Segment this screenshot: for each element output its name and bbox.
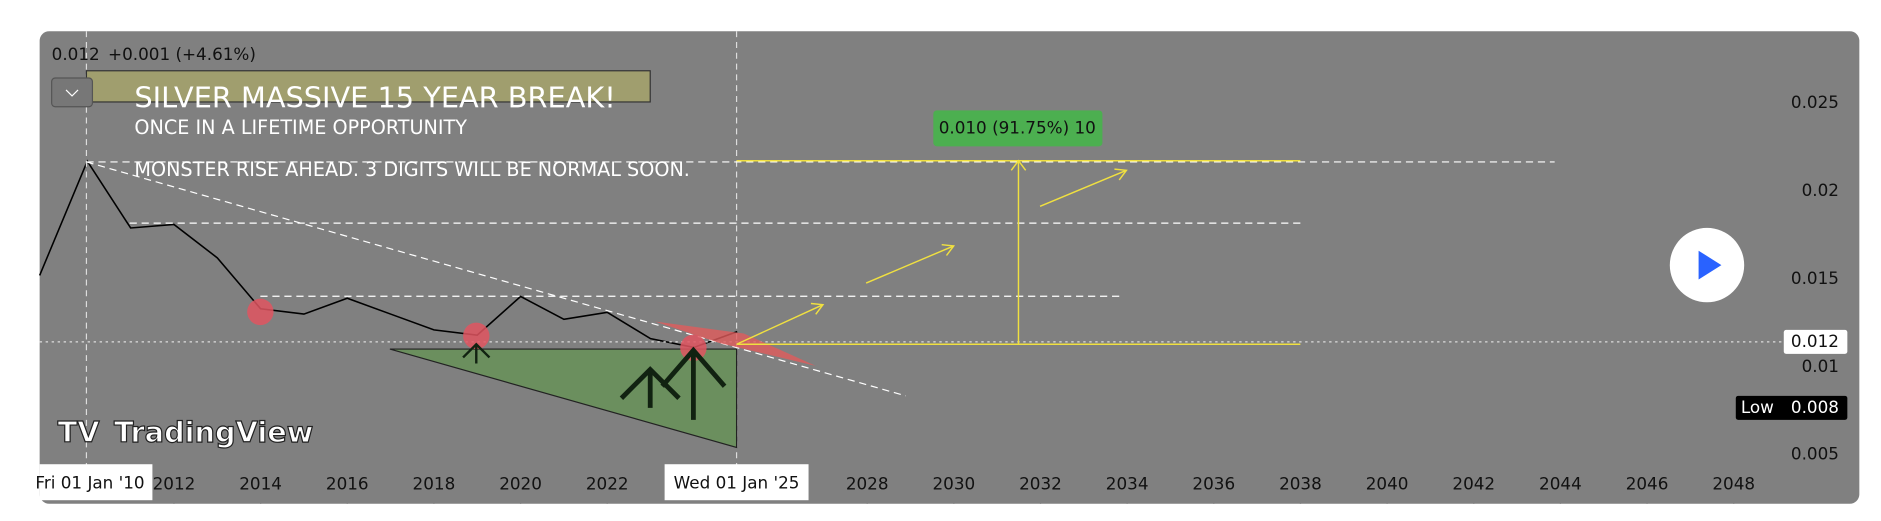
x-tick-label: 2028 [846, 474, 889, 494]
measure-box [933, 110, 1103, 147]
trend-line [86, 161, 906, 397]
chart-background [39, 31, 1860, 504]
x-tick-label: 2042 [1452, 474, 1495, 494]
price-label: 0.012 [1791, 331, 1839, 351]
price-line-series [38, 159, 738, 349]
x-tick-label: 2038 [1279, 474, 1322, 494]
collapse-button[interactable] [51, 77, 94, 108]
x-tick-label: 2032 [1019, 474, 1062, 494]
x-tick-label: 2034 [1106, 474, 1149, 494]
x-tick-label: 2040 [1366, 474, 1409, 494]
logo-mark: TV [58, 415, 101, 449]
up-arrows [462, 342, 727, 420]
title: SILVER MASSIVE 15 YEAR BREAK! [134, 81, 615, 115]
measure-label: 0.010 (91.75%) 10 [939, 117, 1096, 137]
chevron [65, 89, 79, 97]
title-box [85, 70, 651, 103]
play-icon [1698, 250, 1722, 280]
drawings [39, 31, 1848, 501]
x-tick-label: 2012 [153, 474, 196, 494]
low-value: 0.008 [1791, 397, 1839, 417]
projection [736, 159, 1301, 345]
red-shape [655, 321, 816, 366]
y-tick-label: 0.005 [1791, 444, 1839, 464]
price-box [1783, 329, 1848, 354]
plot-layer: 2012 2014 2016 2018 2020 2022 2028 2030 2032 2034… [38, 102, 1789, 504]
x-tick-label: 2036 [1192, 474, 1235, 494]
date-box [664, 464, 809, 501]
x-tick-label: 2046 [1626, 474, 1669, 494]
low-label: Low [1741, 397, 1774, 417]
subtitle: ONCE IN A LIFETIME OPPORTUNITY [134, 116, 467, 139]
y-tick-label: 0.015 [1791, 268, 1839, 288]
crosshair-date: Fri 01 Jan '10 [35, 472, 144, 492]
x-tick-label: 2018 [413, 474, 456, 494]
x-tick-label: 2048 [1712, 474, 1755, 494]
header-price: 0.012 [52, 44, 100, 64]
low-box [1735, 395, 1848, 420]
x-tick-label: 2016 [326, 474, 369, 494]
x-tick-label: 2022 [586, 474, 629, 494]
logo: TradingView [114, 415, 313, 449]
y-tick-label: 0.02 [1802, 180, 1839, 200]
note: MONSTER RISE AHEAD. 3 DIGITS WILL BE NOR… [134, 158, 690, 181]
y-tick-label: 0.01 [1802, 356, 1839, 376]
crosshair-date: Wed 01 Jan '25 [674, 472, 800, 492]
y-tick-label: 0.025 [1791, 92, 1839, 112]
x-tick-label: 2020 [499, 474, 542, 494]
x-tick-label: 2044 [1539, 474, 1582, 494]
x-tick-label: 2014 [239, 474, 282, 494]
x-tick-label: 2030 [932, 474, 975, 494]
date-box [39, 464, 153, 501]
header-change: +0.001 (+4.61%) [108, 44, 256, 64]
